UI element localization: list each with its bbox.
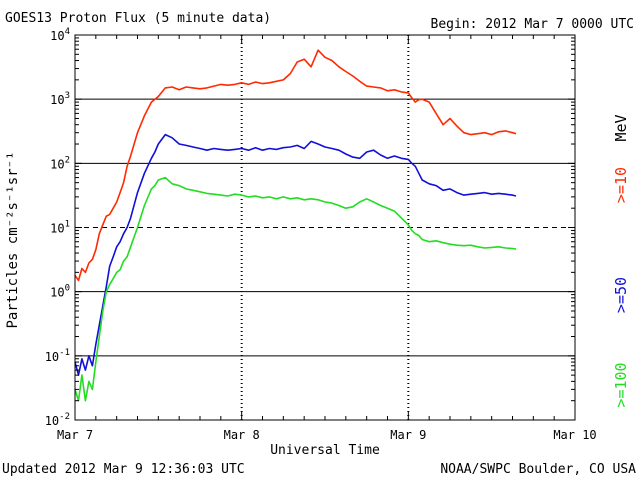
legend-label: >=100 <box>612 362 630 407</box>
y-tick-label: 10-2 <box>45 412 70 428</box>
y-tick-label: 102 <box>50 155 70 171</box>
grid-layer <box>75 35 575 420</box>
chart-title: GOES13 Proton Flux (5 minute data) <box>5 11 271 26</box>
x-tick-label: Mar 9 <box>390 428 426 442</box>
y-tick-label: 103 <box>50 91 70 107</box>
legend: >=10 >=50 >=100 MeV <box>612 114 630 407</box>
series-line-0 <box>74 49 517 282</box>
x-tick-label: Mar 10 <box>553 428 596 442</box>
y-axis-label: Particles cm⁻²s⁻¹sr⁻¹ <box>5 151 21 328</box>
legend-label: >=50 <box>612 277 630 313</box>
x-axis-label: Universal Time <box>270 443 380 458</box>
series-line-1 <box>74 133 517 376</box>
legend-label: MeV <box>612 114 630 141</box>
x-axis-ticks: Mar 7 Mar 8 Mar 9 Mar 10 <box>57 35 597 442</box>
series-layer <box>74 49 517 402</box>
y-tick-label: 104 <box>50 27 70 43</box>
updated-timestamp: Updated 2012 Mar 9 12:36:03 UTC <box>2 462 245 477</box>
x-tick-label: Mar 8 <box>224 428 260 442</box>
y-axis-ticks: 10-2 10-1 100 101 102 103 104 <box>45 27 575 428</box>
credit-label: NOAA/SWPC Boulder, CO USA <box>440 462 636 477</box>
series-line-2 <box>74 176 517 402</box>
legend-label: >=10 <box>612 167 630 203</box>
y-tick-label: 10-1 <box>45 348 70 364</box>
begin-time-label: Begin: 2012 Mar 7 0000 UTC <box>431 17 635 32</box>
x-tick-label: Mar 7 <box>57 428 93 442</box>
y-tick-label: 100 <box>50 284 70 300</box>
y-tick-label: 101 <box>50 220 70 236</box>
